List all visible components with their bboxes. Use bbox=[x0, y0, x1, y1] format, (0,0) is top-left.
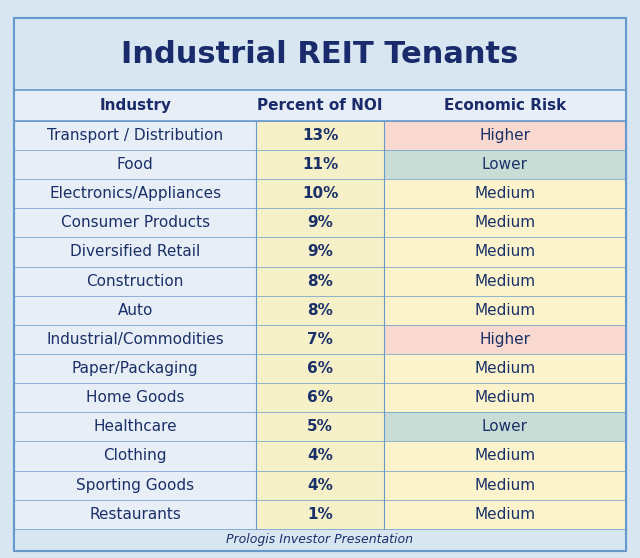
Text: Higher: Higher bbox=[479, 332, 531, 347]
FancyBboxPatch shape bbox=[14, 18, 626, 551]
FancyBboxPatch shape bbox=[384, 121, 626, 150]
Text: Medium: Medium bbox=[474, 215, 535, 230]
FancyBboxPatch shape bbox=[14, 354, 256, 383]
FancyBboxPatch shape bbox=[14, 179, 256, 208]
Text: Percent of NOI: Percent of NOI bbox=[257, 98, 383, 113]
FancyBboxPatch shape bbox=[256, 267, 384, 296]
Text: Transport / Distribution: Transport / Distribution bbox=[47, 128, 223, 143]
Text: Diversified Retail: Diversified Retail bbox=[70, 244, 200, 259]
Text: Auto: Auto bbox=[118, 303, 153, 318]
FancyBboxPatch shape bbox=[14, 441, 256, 470]
Text: Clothing: Clothing bbox=[104, 449, 167, 464]
FancyBboxPatch shape bbox=[256, 500, 384, 529]
FancyBboxPatch shape bbox=[384, 150, 626, 179]
FancyBboxPatch shape bbox=[256, 383, 384, 412]
FancyBboxPatch shape bbox=[14, 208, 256, 237]
Text: Lower: Lower bbox=[482, 157, 528, 172]
Text: Food: Food bbox=[117, 157, 154, 172]
Text: 4%: 4% bbox=[307, 449, 333, 464]
FancyBboxPatch shape bbox=[256, 237, 384, 267]
Text: Restaurants: Restaurants bbox=[89, 507, 181, 522]
FancyBboxPatch shape bbox=[14, 267, 256, 296]
Text: Healthcare: Healthcare bbox=[93, 419, 177, 434]
FancyBboxPatch shape bbox=[384, 325, 626, 354]
Text: Higher: Higher bbox=[479, 128, 531, 143]
FancyBboxPatch shape bbox=[256, 208, 384, 237]
FancyBboxPatch shape bbox=[256, 121, 384, 150]
Text: Medium: Medium bbox=[474, 507, 535, 522]
FancyBboxPatch shape bbox=[384, 383, 626, 412]
Text: 6%: 6% bbox=[307, 390, 333, 405]
FancyBboxPatch shape bbox=[384, 179, 626, 208]
Text: Industrial REIT Tenants: Industrial REIT Tenants bbox=[122, 40, 518, 69]
Text: 13%: 13% bbox=[302, 128, 338, 143]
FancyBboxPatch shape bbox=[14, 150, 256, 179]
Text: Electronics/Appliances: Electronics/Appliances bbox=[49, 186, 221, 201]
FancyBboxPatch shape bbox=[256, 354, 384, 383]
FancyBboxPatch shape bbox=[384, 296, 626, 325]
Text: Medium: Medium bbox=[474, 361, 535, 376]
FancyBboxPatch shape bbox=[14, 412, 256, 441]
Text: 1%: 1% bbox=[307, 507, 333, 522]
FancyBboxPatch shape bbox=[14, 121, 256, 150]
FancyBboxPatch shape bbox=[256, 296, 384, 325]
Text: 9%: 9% bbox=[307, 244, 333, 259]
Text: Medium: Medium bbox=[474, 303, 535, 318]
FancyBboxPatch shape bbox=[384, 267, 626, 296]
FancyBboxPatch shape bbox=[14, 325, 256, 354]
Text: 6%: 6% bbox=[307, 361, 333, 376]
Text: Home Goods: Home Goods bbox=[86, 390, 184, 405]
FancyBboxPatch shape bbox=[14, 383, 256, 412]
Text: Medium: Medium bbox=[474, 186, 535, 201]
FancyBboxPatch shape bbox=[14, 18, 626, 90]
Text: Paper/Packaging: Paper/Packaging bbox=[72, 361, 198, 376]
Text: Medium: Medium bbox=[474, 449, 535, 464]
FancyBboxPatch shape bbox=[256, 150, 384, 179]
FancyBboxPatch shape bbox=[14, 529, 626, 551]
Text: 8%: 8% bbox=[307, 303, 333, 318]
FancyBboxPatch shape bbox=[256, 441, 384, 470]
Text: 5%: 5% bbox=[307, 419, 333, 434]
Text: Lower: Lower bbox=[482, 419, 528, 434]
Text: Economic Risk: Economic Risk bbox=[444, 98, 566, 113]
FancyBboxPatch shape bbox=[384, 470, 626, 500]
FancyBboxPatch shape bbox=[14, 470, 256, 500]
Text: 11%: 11% bbox=[302, 157, 338, 172]
FancyBboxPatch shape bbox=[384, 412, 626, 441]
FancyBboxPatch shape bbox=[384, 500, 626, 529]
FancyBboxPatch shape bbox=[14, 90, 626, 121]
Text: 4%: 4% bbox=[307, 478, 333, 493]
FancyBboxPatch shape bbox=[256, 470, 384, 500]
Text: Medium: Medium bbox=[474, 390, 535, 405]
FancyBboxPatch shape bbox=[384, 237, 626, 267]
Text: Medium: Medium bbox=[474, 244, 535, 259]
FancyBboxPatch shape bbox=[384, 354, 626, 383]
Text: Medium: Medium bbox=[474, 273, 535, 288]
Text: Industry: Industry bbox=[99, 98, 172, 113]
FancyBboxPatch shape bbox=[256, 325, 384, 354]
FancyBboxPatch shape bbox=[14, 296, 256, 325]
Text: 10%: 10% bbox=[302, 186, 338, 201]
FancyBboxPatch shape bbox=[256, 179, 384, 208]
Text: 8%: 8% bbox=[307, 273, 333, 288]
FancyBboxPatch shape bbox=[256, 412, 384, 441]
Text: 7%: 7% bbox=[307, 332, 333, 347]
Text: 9%: 9% bbox=[307, 215, 333, 230]
Text: Construction: Construction bbox=[86, 273, 184, 288]
FancyBboxPatch shape bbox=[384, 208, 626, 237]
FancyBboxPatch shape bbox=[384, 441, 626, 470]
FancyBboxPatch shape bbox=[14, 500, 256, 529]
Text: Medium: Medium bbox=[474, 478, 535, 493]
Text: Industrial/Commodities: Industrial/Commodities bbox=[46, 332, 224, 347]
Text: Prologis Investor Presentation: Prologis Investor Presentation bbox=[227, 533, 413, 546]
Text: Consumer Products: Consumer Products bbox=[61, 215, 210, 230]
FancyBboxPatch shape bbox=[14, 237, 256, 267]
Text: Sporting Goods: Sporting Goods bbox=[76, 478, 195, 493]
